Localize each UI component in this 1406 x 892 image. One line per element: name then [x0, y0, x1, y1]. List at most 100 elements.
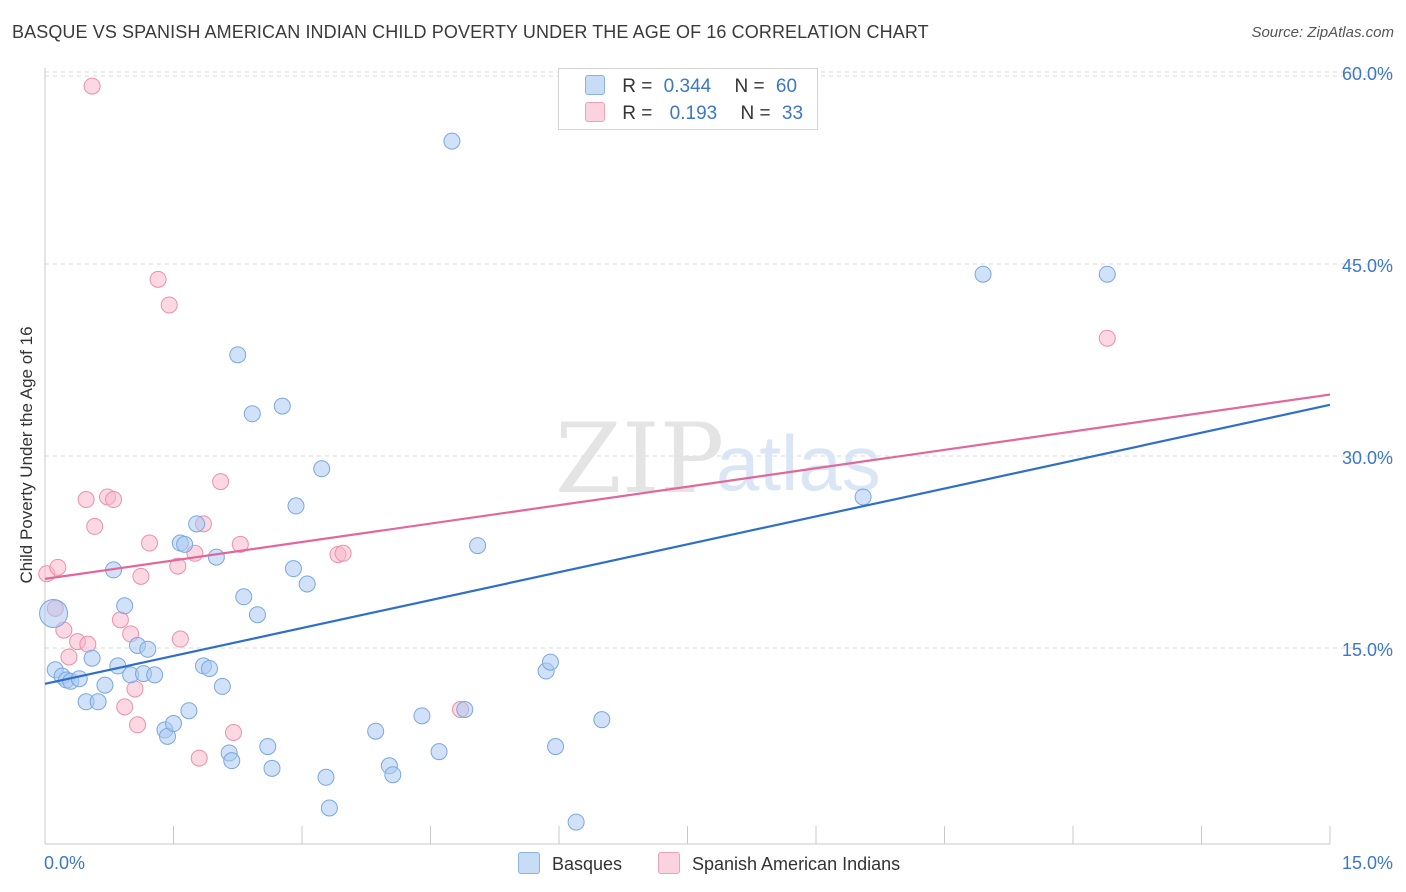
point-basques [384, 766, 402, 784]
point-spanish-american-indians [49, 558, 67, 576]
legend-swatch-basques [585, 75, 605, 95]
point-basques [223, 752, 241, 770]
legend-r-label: R = [622, 103, 653, 124]
point-spanish-american-indians [132, 567, 150, 585]
legend-n-label: N = [740, 103, 771, 124]
point-spanish-american-indians [1098, 329, 1116, 347]
point-basques [89, 693, 107, 711]
grid-lines [45, 71, 1392, 649]
trendline-spanish-american-indians [44, 393, 1331, 580]
point-spanish-american-indians [169, 557, 187, 575]
point-spanish-american-indians [77, 491, 95, 509]
point-basques [320, 799, 338, 817]
point-basques [248, 606, 266, 624]
point-basques [180, 702, 198, 720]
point-spanish-american-indians [111, 611, 129, 629]
y-tick-label: 30.0% [1342, 448, 1393, 468]
trendline-basques [44, 403, 1331, 685]
chart-title: BASQUE VS SPANISH AMERICAN INDIAN CHILD … [12, 22, 929, 42]
bottom-legend-swatch-spanish-american-indians [658, 852, 680, 874]
x-tick-label: 0.0% [44, 853, 85, 873]
point-basques [547, 738, 565, 756]
bottom-legend-swatch-basques [518, 852, 540, 874]
y-axis-label: Child Poverty Under the Age of 16 [17, 326, 36, 584]
bottom-legend-spanish-american-indians: Spanish American Indians [658, 852, 900, 875]
point-spanish-american-indians [105, 491, 123, 509]
point-basques [263, 759, 281, 777]
point-basques [213, 677, 231, 695]
point-basques [854, 488, 872, 506]
y-tick-label: 60.0% [1342, 64, 1393, 84]
legend-swatch-spanish-american-indians [585, 102, 605, 122]
bottom-legend-basques: Basques [518, 852, 622, 875]
point-basques [567, 813, 585, 831]
point-basques [273, 397, 291, 415]
x-tick-label: 15.0% [1342, 853, 1393, 873]
y-tick-label: 15.0% [1342, 640, 1393, 660]
point-basques [469, 537, 487, 555]
point-spanish-american-indians [86, 517, 104, 535]
point-spanish-american-indians [171, 630, 189, 648]
axes [44, 68, 1331, 845]
point-spanish-american-indians [60, 648, 78, 666]
point-basques [413, 707, 431, 725]
point-basques [146, 666, 164, 684]
point-basques [139, 640, 157, 658]
point-basques [207, 548, 225, 566]
point-spanish-american-indians [334, 544, 352, 562]
point-spanish-american-indians [231, 535, 249, 553]
point-basques [83, 649, 101, 667]
point-basques [1098, 265, 1116, 283]
point-basques [313, 460, 331, 478]
point-basques [443, 132, 461, 150]
point-spanish-american-indians [126, 680, 144, 698]
point-basques [287, 497, 305, 515]
legend-row-basques: R = 0.344 N = 60 [585, 75, 797, 98]
point-spanish-american-indians [190, 749, 208, 767]
point-basques [284, 560, 302, 578]
point-spanish-american-indians [141, 534, 159, 552]
y-tick-label: 45.0% [1342, 256, 1393, 276]
point-spanish-american-indians [116, 698, 134, 716]
legend-row-spanish-american-indians: R = 0.193 N = 33 [585, 102, 803, 125]
point-spanish-american-indians [83, 77, 101, 95]
point-basques [96, 676, 114, 694]
series-basques [39, 132, 1116, 831]
point-basques [541, 653, 559, 671]
point-spanish-american-indians [129, 716, 147, 734]
trend-lines [44, 393, 1331, 685]
point-basques [974, 265, 992, 283]
point-basques [200, 659, 218, 677]
point-basques [116, 597, 134, 615]
legend-r-value-spanish-american-indians: 0.193 [669, 103, 718, 124]
point-spanish-american-indians [212, 473, 230, 491]
point-basques [176, 535, 194, 553]
point-basques [259, 738, 277, 756]
point-spanish-american-indians [160, 296, 178, 314]
point-basques [430, 743, 448, 761]
point-spanish-american-indians [224, 723, 242, 741]
point-basques [39, 598, 69, 628]
point-basques [298, 575, 316, 593]
point-basques [243, 405, 261, 423]
legend-r-label: R = [622, 76, 653, 97]
point-basques [456, 700, 474, 718]
tick-labels: 15.0% 30.0% 45.0% 60.0% 0.0% 15.0% [44, 64, 1393, 873]
point-spanish-american-indians [149, 270, 167, 288]
source-credit: Source: ZipAtlas.com [1251, 24, 1394, 41]
watermark-zip: ZIP [555, 403, 724, 515]
correlation-legend: R = 0.344 N = 60 R = 0.193 N = 33 [558, 68, 818, 130]
bottom-legend-label-basques: Basques [552, 854, 623, 874]
point-basques [317, 768, 335, 786]
legend-n-value-spanish-american-indians: 33 [781, 103, 804, 124]
bottom-legend-label-spanish-american-indians: Spanish American Indians [692, 854, 901, 874]
point-spanish-american-indians [79, 635, 97, 653]
legend-n-label: N = [734, 76, 765, 97]
point-basques [229, 346, 247, 364]
point-basques [235, 588, 253, 606]
point-basques [165, 715, 182, 733]
point-basques [188, 515, 206, 533]
legend-r-value-basques: 0.344 [663, 76, 712, 97]
point-basques [367, 722, 385, 740]
